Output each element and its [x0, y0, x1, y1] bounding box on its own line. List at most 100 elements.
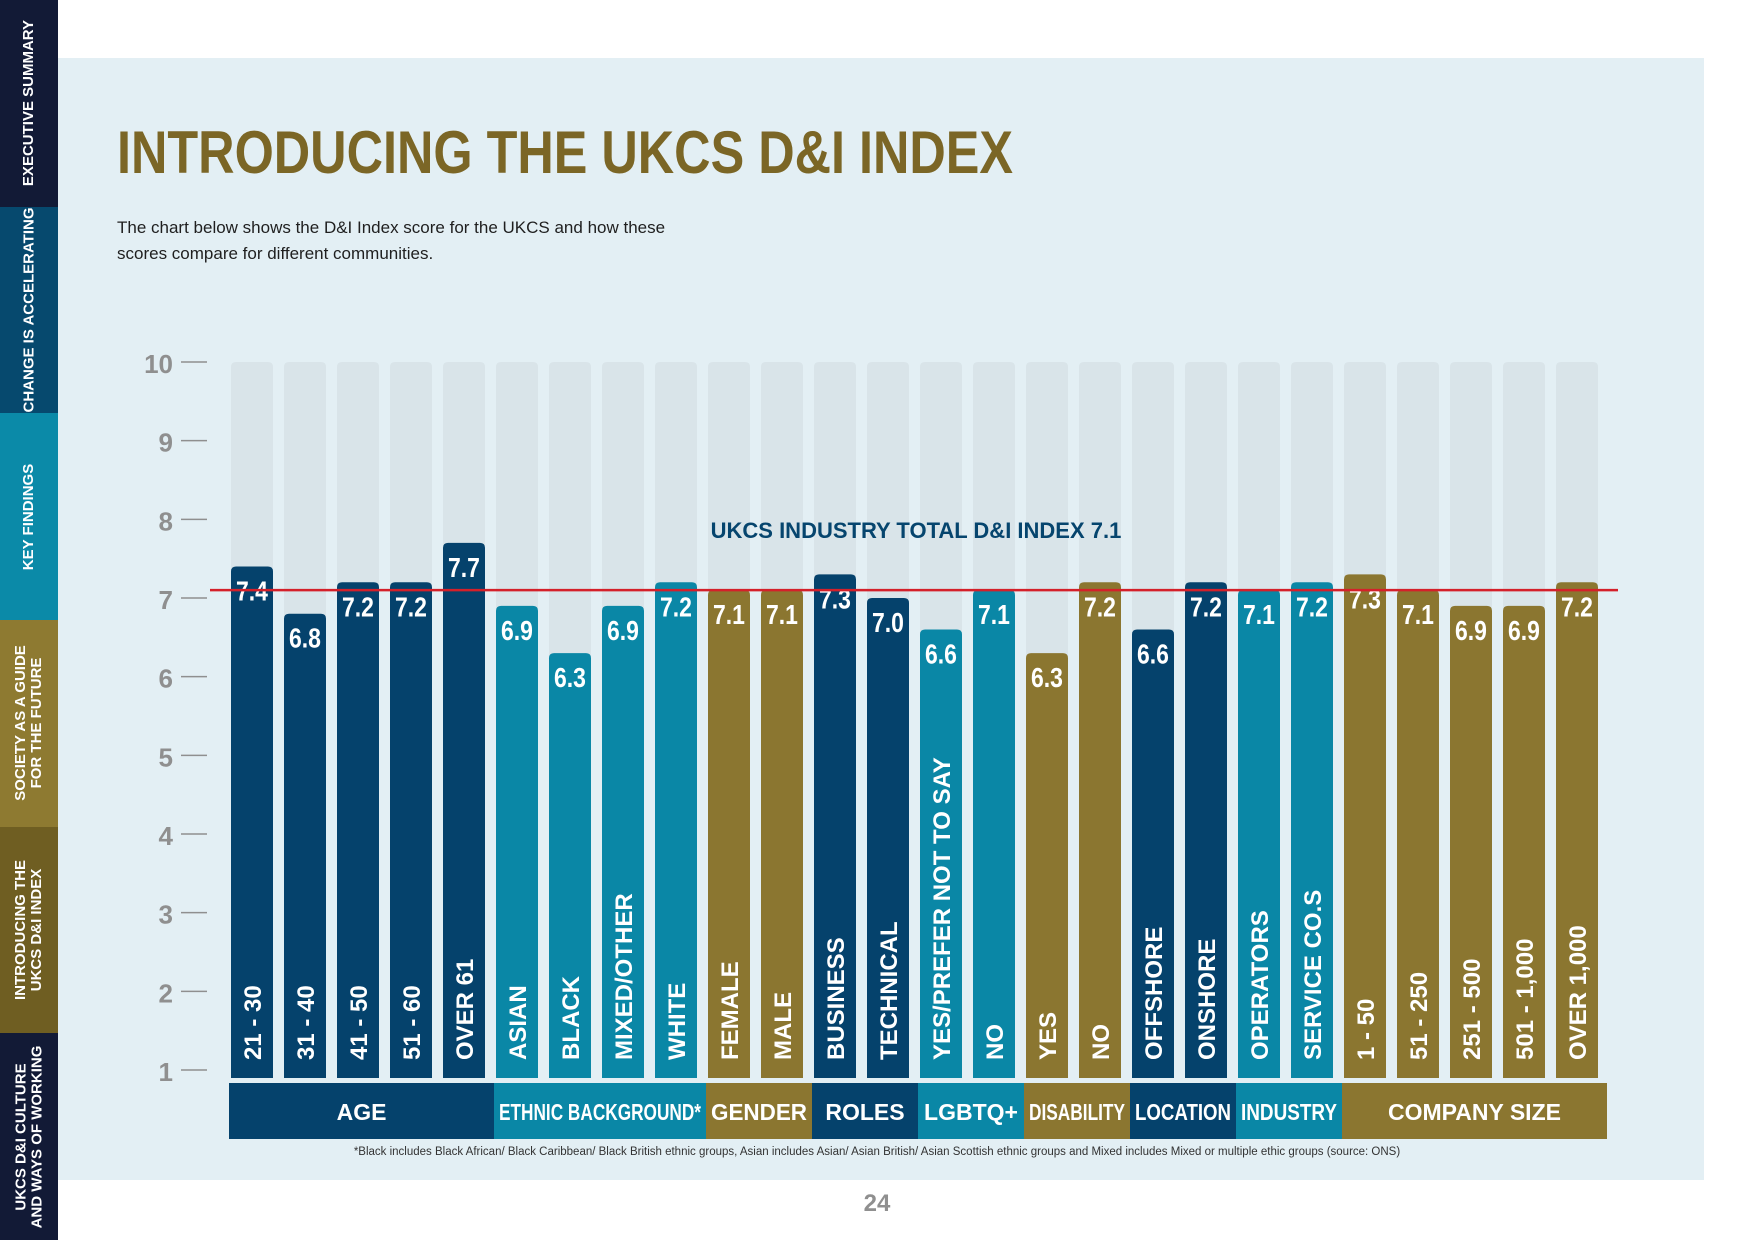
bar [1132, 629, 1174, 1078]
bar [284, 613, 326, 1078]
bar [814, 574, 856, 1078]
page-title: INTRODUCING THE UKCS D&I INDEX [117, 119, 1014, 186]
bar-value-label: 7.1 [1243, 600, 1275, 631]
bar-value-label: 6.6 [925, 639, 957, 670]
bar [1450, 605, 1492, 1078]
y-tick-label: 3 [159, 900, 173, 930]
bar-category-label: YES [1035, 1012, 1062, 1060]
sidebar-tab-1[interactable]: EXECUTIVE SUMMARY [0, 0, 58, 207]
bar [1026, 653, 1068, 1078]
y-tick-label: 5 [159, 742, 173, 772]
bar-category-label: 51 - 60 [399, 985, 426, 1060]
bar [1556, 582, 1598, 1078]
bar-value-label: 7.7 [448, 553, 480, 584]
bar-value-label: 7.2 [1190, 592, 1222, 623]
y-tick-label: 10 [144, 349, 173, 379]
group-bar [812, 1083, 918, 1139]
sidebar-tab-2[interactable]: CHANGE IS ACCELERATING [0, 206, 58, 414]
bar-category-label: ONSHORE [1194, 939, 1221, 1060]
reference-line-label: UKCS INDUSTRY TOTAL D&I INDEX 7.1 [711, 518, 1122, 543]
bar [549, 653, 591, 1078]
bar-value-label: 6.8 [289, 624, 321, 655]
bar [1185, 582, 1227, 1078]
bar-value-label: 7.2 [1296, 592, 1328, 623]
bar [231, 566, 273, 1078]
bar-category-label: SERVICE CO.S [1300, 890, 1327, 1060]
bar-value-label: 6.9 [1455, 616, 1487, 647]
y-tick-label: 4 [159, 821, 174, 851]
bar-value-label: 7.0 [872, 608, 904, 639]
sidebar-tab-5[interactable]: INTRODUCING THE UKCS D&I INDEX [0, 826, 58, 1034]
bar-value-label: 7.2 [342, 592, 374, 623]
y-tick-label: 2 [159, 978, 173, 1008]
bar [973, 590, 1015, 1078]
bar [1503, 605, 1545, 1078]
bar [390, 582, 432, 1078]
group-bar [1342, 1083, 1607, 1139]
bar [1344, 574, 1386, 1078]
bar-category-label: 31 - 40 [293, 985, 320, 1060]
bar-value-label: 6.9 [607, 616, 639, 647]
y-tick-label: 8 [159, 506, 173, 536]
group-label: AGE [337, 1099, 387, 1125]
bar-category-label: MIXED/OTHER [611, 893, 638, 1060]
group-label: ETHNIC BACKGROUND* [499, 1099, 701, 1125]
group-label: ROLES [825, 1099, 904, 1125]
bar-value-label: 6.3 [1031, 663, 1063, 694]
bar [1079, 582, 1121, 1078]
bar-category-label: FEMALE [717, 961, 744, 1060]
bar [602, 605, 644, 1078]
bar-category-label: 1 - 50 [1353, 999, 1380, 1060]
group-bar [1130, 1083, 1236, 1139]
bar-value-label: 6.3 [554, 663, 586, 694]
bar-category-label: MALE [770, 992, 797, 1060]
sidebar-tab-4[interactable]: SOCIETY AS A GUIDE FOR THE FUTURE [0, 620, 58, 827]
group-label: INDUSTRY [1241, 1099, 1337, 1125]
group-bar [229, 1083, 494, 1139]
page-number: 24 [863, 1190, 891, 1217]
bar [867, 598, 909, 1078]
bar-category-label: 21 - 30 [240, 985, 267, 1060]
group-bar [494, 1083, 706, 1139]
bar-category-label: 51 - 250 [1406, 972, 1433, 1060]
bar-category-label: 251 - 500 [1459, 959, 1486, 1060]
bar [1291, 582, 1333, 1078]
bar-category-label: ASIAN [505, 985, 532, 1060]
bar-value-label: 7.2 [660, 592, 692, 623]
group-label: DISABILITY [1029, 1099, 1125, 1125]
bar [443, 542, 485, 1078]
bar-value-label: 7.1 [766, 600, 798, 631]
bar [920, 629, 962, 1078]
y-tick-label: 6 [159, 664, 173, 694]
y-tick-label: 7 [159, 585, 173, 615]
bar-category-label: NO [1088, 1024, 1115, 1060]
bar-category-label: OVER 61 [452, 959, 479, 1060]
group-bar [706, 1083, 812, 1139]
footnote: *Black includes Black African/ Black Car… [353, 1146, 1401, 1158]
group-label: COMPANY SIZE [1388, 1099, 1561, 1125]
bar-value-label: 7.1 [1402, 600, 1434, 631]
sidebar-tab-3[interactable]: KEY FINDINGS [0, 413, 58, 620]
bar-category-label: BLACK [558, 975, 585, 1060]
group-bar [1024, 1083, 1130, 1139]
bar-category-label: OVER 1,000 [1565, 925, 1592, 1060]
bar [708, 590, 750, 1078]
bar-value-label: 6.9 [501, 616, 533, 647]
bar-value-label: 7.1 [713, 600, 745, 631]
bar-value-label: 7.2 [395, 592, 427, 623]
sidebar-tab-6[interactable]: UKCS D&I CULTURE AND WAYS OF WORKING [0, 1033, 58, 1240]
y-tick-label: 9 [159, 428, 173, 458]
bar-value-label: 7.2 [1084, 592, 1116, 623]
bar [761, 590, 803, 1078]
bar-category-label: OFFSHORE [1141, 927, 1168, 1060]
group-bar [1236, 1083, 1342, 1139]
group-label: GENDER [711, 1099, 807, 1125]
bar-value-label: 7.2 [1561, 592, 1593, 623]
y-tick-label: 1 [159, 1057, 173, 1087]
bar-category-label: OPERATORS [1247, 910, 1274, 1060]
bar-category-label: TECHNICAL [876, 921, 903, 1060]
bar-value-label: 7.4 [236, 576, 269, 607]
bar-category-label: NO [982, 1024, 1009, 1060]
section-sidebar: EXECUTIVE SUMMARY CHANGE IS ACCELERATING K… [0, 0, 58, 1240]
